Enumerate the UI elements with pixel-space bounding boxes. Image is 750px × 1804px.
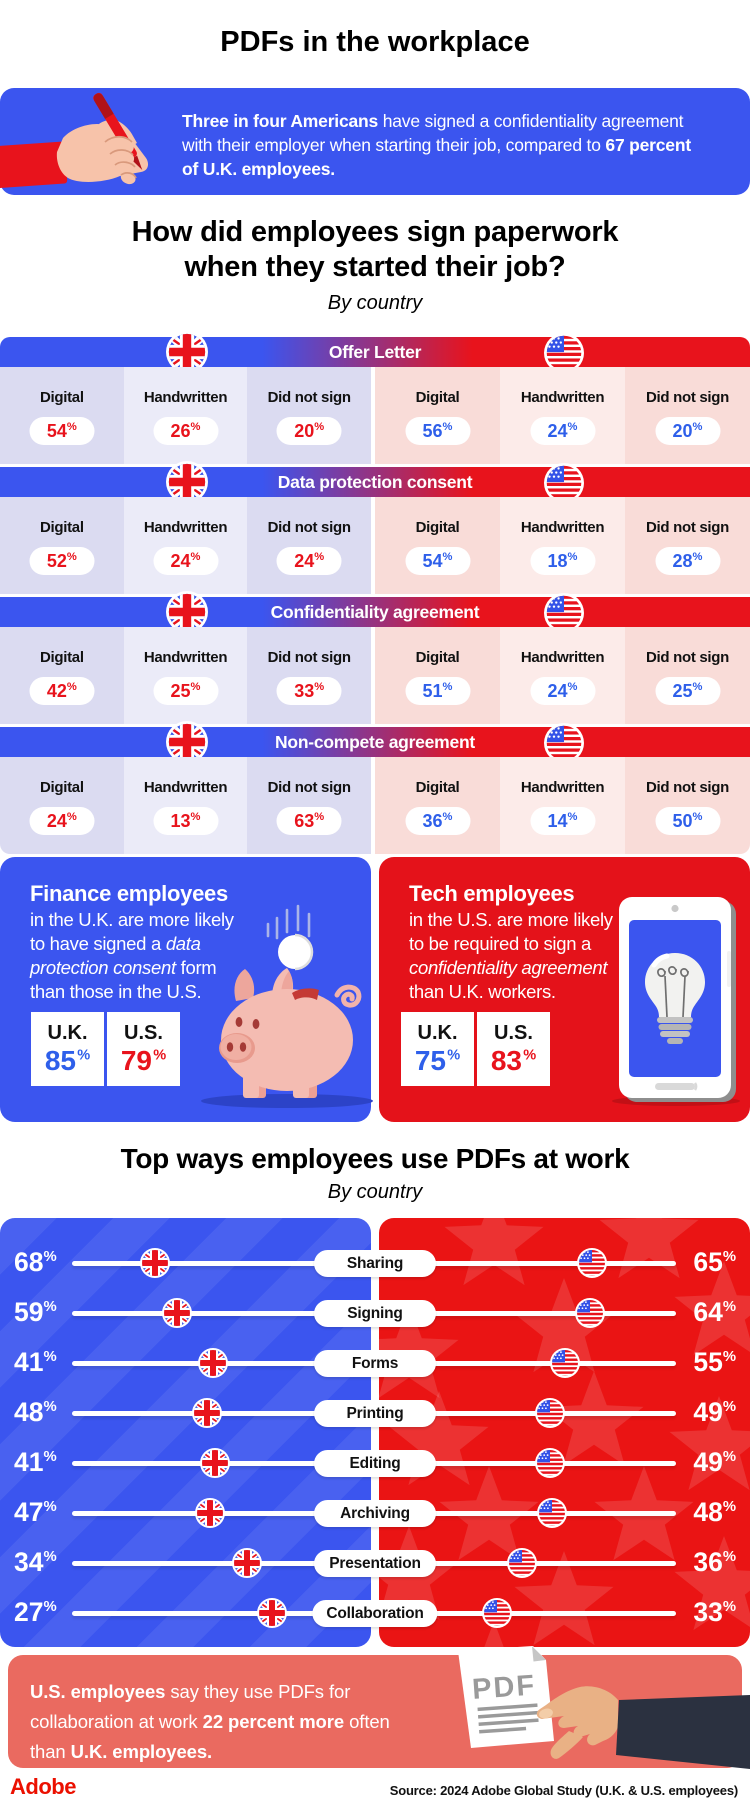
- svg-text:PDF: PDF: [471, 1669, 537, 1705]
